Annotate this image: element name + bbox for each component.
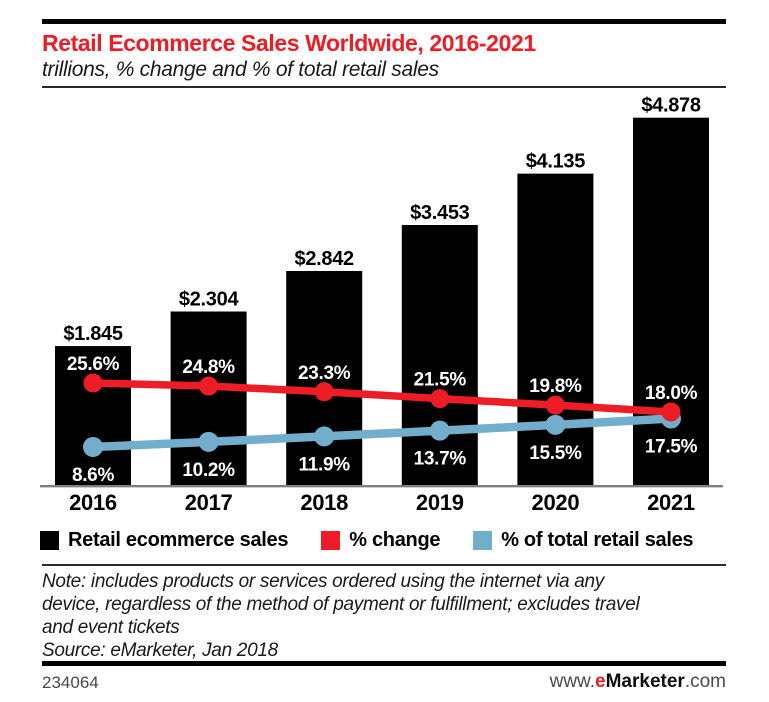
legend-entry-percent-change: % change: [321, 529, 440, 552]
chart-note: Note: includes products or services orde…: [42, 570, 742, 662]
pct-change-point: [430, 389, 450, 409]
retail-share-line: [92, 414, 672, 452]
pct-change-label: 21.5%: [414, 370, 467, 391]
legend-bottom-rule: [42, 564, 726, 566]
chart-id: 234064: [42, 673, 99, 692]
x-axis-label-2017: 2017: [185, 490, 233, 515]
legend-label: Retail ecommerce sales: [68, 529, 289, 551]
retail-share-point: [198, 431, 219, 452]
url-www: www.: [549, 671, 596, 692]
chart-title: Retail Ecommerce Sales Worldwide, 2016-2…: [42, 30, 536, 56]
retail-share-point: [314, 426, 335, 447]
emarketer-url-link[interactable]: www.eMarketer.com: [550, 671, 726, 693]
x-axis-label-2020: 2020: [532, 490, 580, 515]
pct-change-point: [199, 376, 219, 396]
header-bottom-rule: [42, 86, 726, 88]
bar-2019: [401, 224, 478, 485]
pct-change-label: 19.8%: [529, 376, 582, 397]
bar-2020: [517, 173, 594, 485]
x-axis-label-2018: 2018: [300, 490, 348, 515]
url-brand-e: e: [595, 671, 606, 692]
pct-change-label: 25.6%: [67, 354, 120, 375]
bar-value-label: $2.842: [295, 248, 355, 270]
url-brand-marketer: Marketer: [605, 671, 685, 692]
x-axis-label-2021: 2021: [647, 490, 695, 515]
retail-share-label: 17.5%: [645, 437, 698, 458]
retail-share-label: 11.9%: [299, 454, 351, 475]
legend-swatch-retail-ecommerce-sales: [40, 531, 59, 550]
bar-value-label: $2.304: [179, 289, 240, 311]
bar-2016: [55, 346, 131, 485]
bar-value-label: $3.453: [410, 202, 470, 224]
bar-value-label: $1.845: [63, 323, 123, 345]
retail-share-label: 15.5%: [529, 443, 582, 464]
pct-change-label: 23.3%: [298, 363, 351, 384]
note-line: Note: includes products or services orde…: [42, 571, 604, 592]
bar-2017: [170, 311, 247, 485]
url-com: .com: [684, 671, 726, 692]
pct-change-point: [545, 395, 565, 415]
note-line: and event tickets: [42, 617, 180, 638]
footer-top-rule: [42, 661, 726, 666]
retail-share-point: [545, 414, 566, 435]
note-line: device, regardless of the method of paym…: [42, 594, 640, 615]
x-axis-label-2019: 2019: [416, 490, 464, 515]
pct-change-label: 18.0%: [645, 383, 698, 404]
bar-2018: [286, 270, 363, 485]
retail-share-point: [429, 420, 450, 441]
chart-subtitle: trillions, % change and % of total retai…: [42, 58, 439, 81]
source-line: Source: eMarketer, Jan 2018: [42, 640, 278, 661]
legend-swatch-percent-of-total-retail: [473, 531, 493, 550]
legend-entry-retail-ecommerce-sales: Retail ecommerce sales: [40, 529, 289, 552]
retail-share-label: 10.2%: [182, 460, 235, 481]
header-top-rule: [42, 19, 726, 24]
pct-change-point: [314, 382, 334, 402]
legend-label: % change: [349, 529, 441, 551]
legend-swatch-percent-change: [321, 531, 341, 550]
pct-change-line: [92, 379, 672, 416]
bar-2021: [633, 117, 709, 486]
legend-label: % of total retail sales: [501, 529, 694, 551]
pct-change-point: [83, 373, 103, 393]
bar-value-label: $4.135: [526, 151, 586, 173]
x-axis-label-2016: 2016: [69, 490, 117, 515]
retail-share-point: [83, 437, 103, 457]
pct-change-label: 24.8%: [182, 357, 235, 378]
chart-legend: Retail ecommerce sales % change % of tot…: [40, 529, 730, 552]
pct-change-point: [661, 402, 681, 422]
bar-value-label: $4.878: [641, 95, 701, 117]
retail-share-label: 8.6%: [72, 465, 115, 486]
legend-entry-percent-of-total-retail: % of total retail sales: [473, 529, 694, 552]
retail-share-label: 13.7%: [414, 449, 467, 470]
